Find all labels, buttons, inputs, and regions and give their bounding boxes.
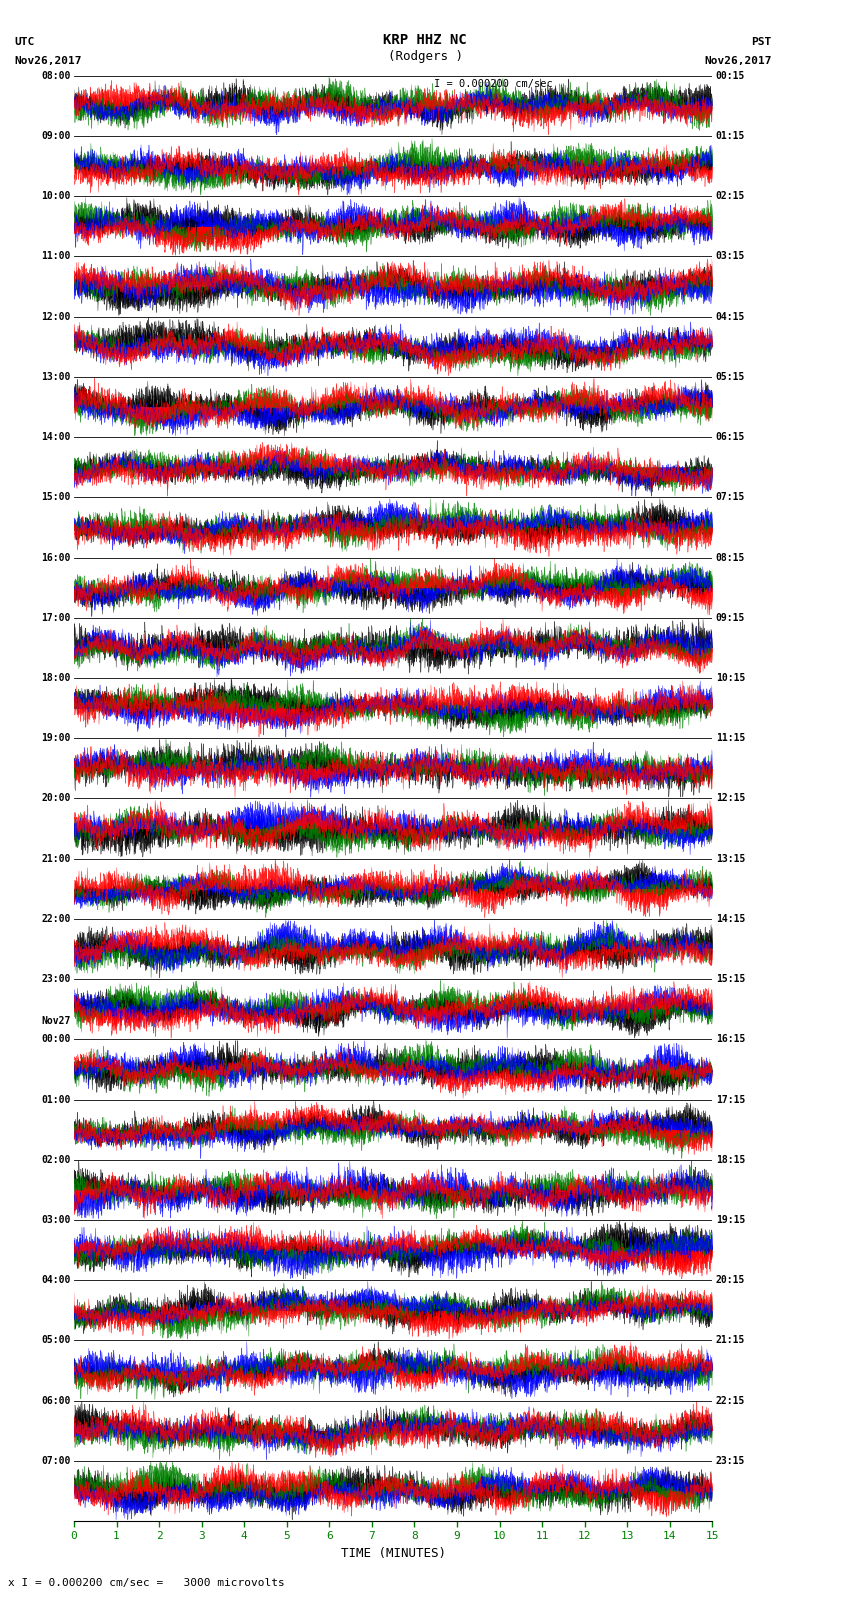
Text: 00:00: 00:00 bbox=[41, 1034, 71, 1044]
Text: PST: PST bbox=[751, 37, 772, 47]
Text: Nov26,2017: Nov26,2017 bbox=[14, 56, 82, 66]
Text: 21:00: 21:00 bbox=[41, 853, 71, 863]
Text: 18:15: 18:15 bbox=[716, 1155, 745, 1165]
Text: 08:00: 08:00 bbox=[41, 71, 71, 81]
Text: I = 0.000200 cm/sec: I = 0.000200 cm/sec bbox=[434, 79, 552, 89]
Text: 09:00: 09:00 bbox=[41, 131, 71, 140]
Text: 08:15: 08:15 bbox=[716, 553, 745, 563]
Text: 17:00: 17:00 bbox=[41, 613, 71, 623]
Text: 15:15: 15:15 bbox=[716, 974, 745, 984]
Text: 11:15: 11:15 bbox=[716, 734, 745, 744]
Text: 22:00: 22:00 bbox=[41, 915, 71, 924]
Text: 14:15: 14:15 bbox=[716, 915, 745, 924]
Text: 15:00: 15:00 bbox=[41, 492, 71, 502]
Text: Nov26,2017: Nov26,2017 bbox=[705, 56, 772, 66]
Text: 22:15: 22:15 bbox=[716, 1395, 745, 1405]
Text: 12:00: 12:00 bbox=[41, 311, 71, 321]
Text: 10:00: 10:00 bbox=[41, 192, 71, 202]
Text: 01:00: 01:00 bbox=[41, 1095, 71, 1105]
Text: 21:15: 21:15 bbox=[716, 1336, 745, 1345]
Text: KRP HHZ NC: KRP HHZ NC bbox=[383, 32, 467, 47]
Text: 10:15: 10:15 bbox=[716, 673, 745, 682]
Text: 14:00: 14:00 bbox=[41, 432, 71, 442]
Text: 16:15: 16:15 bbox=[716, 1034, 745, 1044]
Text: 09:15: 09:15 bbox=[716, 613, 745, 623]
Text: 06:15: 06:15 bbox=[716, 432, 745, 442]
Text: 00:15: 00:15 bbox=[716, 71, 745, 81]
Text: (Rodgers ): (Rodgers ) bbox=[388, 50, 462, 63]
Text: 05:00: 05:00 bbox=[41, 1336, 71, 1345]
Text: 19:00: 19:00 bbox=[41, 734, 71, 744]
Text: 06:00: 06:00 bbox=[41, 1395, 71, 1405]
Text: 04:00: 04:00 bbox=[41, 1276, 71, 1286]
Text: 23:15: 23:15 bbox=[716, 1457, 745, 1466]
Text: 03:15: 03:15 bbox=[716, 252, 745, 261]
Text: 23:00: 23:00 bbox=[41, 974, 71, 984]
Text: 13:00: 13:00 bbox=[41, 373, 71, 382]
Text: 20:15: 20:15 bbox=[716, 1276, 745, 1286]
Text: 07:15: 07:15 bbox=[716, 492, 745, 502]
Text: 12:15: 12:15 bbox=[716, 794, 745, 803]
Text: 01:15: 01:15 bbox=[716, 131, 745, 140]
Text: 20:00: 20:00 bbox=[41, 794, 71, 803]
Text: 05:15: 05:15 bbox=[716, 373, 745, 382]
Text: 18:00: 18:00 bbox=[41, 673, 71, 682]
Text: Nov27: Nov27 bbox=[41, 1016, 71, 1026]
Text: 02:00: 02:00 bbox=[41, 1155, 71, 1165]
Text: 19:15: 19:15 bbox=[716, 1215, 745, 1224]
X-axis label: TIME (MINUTES): TIME (MINUTES) bbox=[341, 1547, 445, 1560]
Text: x I = 0.000200 cm/sec =   3000 microvolts: x I = 0.000200 cm/sec = 3000 microvolts bbox=[8, 1578, 286, 1587]
Text: 16:00: 16:00 bbox=[41, 553, 71, 563]
Text: 13:15: 13:15 bbox=[716, 853, 745, 863]
Text: 11:00: 11:00 bbox=[41, 252, 71, 261]
Text: 02:15: 02:15 bbox=[716, 192, 745, 202]
Text: UTC: UTC bbox=[14, 37, 35, 47]
Text: 07:00: 07:00 bbox=[41, 1457, 71, 1466]
Text: 04:15: 04:15 bbox=[716, 311, 745, 321]
Text: 17:15: 17:15 bbox=[716, 1095, 745, 1105]
Text: 03:00: 03:00 bbox=[41, 1215, 71, 1224]
